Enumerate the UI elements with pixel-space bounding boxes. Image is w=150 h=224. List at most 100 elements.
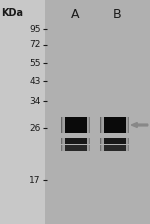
Bar [87, 146, 89, 151]
Bar [126, 138, 129, 144]
Bar [102, 146, 104, 151]
Bar [126, 138, 129, 144]
Bar [63, 146, 65, 151]
Bar [103, 138, 104, 144]
Bar [87, 146, 90, 151]
Bar [126, 117, 127, 133]
Bar [101, 146, 104, 151]
Bar [63, 117, 65, 133]
Bar [64, 138, 65, 144]
Bar [126, 138, 127, 144]
Bar [62, 117, 65, 133]
Bar [103, 146, 104, 151]
Text: A: A [71, 8, 79, 21]
Bar [126, 138, 128, 144]
Bar [87, 117, 89, 133]
Bar [64, 146, 65, 151]
Bar [100, 146, 104, 151]
Bar [61, 138, 65, 144]
Bar [103, 117, 104, 133]
Bar [126, 146, 127, 151]
Bar [101, 146, 104, 151]
Bar [87, 117, 90, 133]
Bar [62, 146, 65, 151]
Bar [87, 138, 89, 144]
Bar [62, 117, 65, 133]
Bar [87, 146, 89, 151]
Bar [126, 138, 129, 144]
Bar [87, 146, 90, 151]
Bar [87, 146, 88, 151]
Bar [87, 146, 89, 151]
Bar [102, 138, 104, 144]
Bar [103, 146, 104, 151]
Bar [63, 146, 65, 151]
Bar [87, 138, 88, 144]
Text: 43: 43 [29, 77, 40, 86]
Text: KDa: KDa [2, 8, 24, 18]
Bar [102, 117, 104, 133]
Bar [126, 117, 128, 133]
Bar [45, 0, 150, 224]
Bar [63, 117, 65, 133]
Bar [100, 117, 104, 133]
Text: 95: 95 [29, 25, 40, 34]
Bar [61, 146, 65, 151]
Bar [87, 117, 90, 133]
Bar [102, 146, 104, 151]
Bar [102, 117, 104, 133]
Bar [101, 117, 104, 133]
Bar [126, 138, 128, 144]
Bar [87, 117, 88, 133]
Bar [103, 146, 104, 151]
Bar [126, 146, 127, 151]
Bar [101, 138, 104, 144]
Bar [87, 138, 89, 144]
Bar [103, 117, 104, 133]
Bar [126, 117, 127, 133]
Bar [62, 138, 65, 144]
Bar [63, 138, 65, 144]
Text: 26: 26 [29, 124, 40, 133]
Bar [64, 146, 65, 151]
Bar [64, 138, 65, 144]
Bar [87, 117, 89, 133]
Bar [126, 138, 127, 144]
Bar [126, 146, 128, 151]
Text: B: B [113, 8, 121, 21]
Bar [61, 138, 90, 144]
Bar [103, 117, 104, 133]
Bar [87, 138, 90, 144]
Bar [126, 146, 127, 151]
Bar [62, 146, 65, 151]
Bar [100, 146, 129, 151]
Bar [102, 146, 104, 151]
Bar [61, 117, 65, 133]
FancyArrow shape [131, 123, 148, 127]
Bar [126, 146, 129, 151]
Text: 72: 72 [29, 40, 40, 49]
Bar [101, 146, 104, 151]
Bar [64, 117, 65, 133]
Bar [87, 138, 90, 144]
Bar [126, 117, 127, 133]
Bar [103, 138, 104, 144]
Bar [126, 146, 129, 151]
Bar [100, 117, 104, 133]
Bar [101, 138, 104, 144]
Bar [87, 146, 88, 151]
Bar [87, 138, 89, 144]
Bar [101, 138, 104, 144]
Bar [61, 146, 90, 151]
Bar [64, 146, 65, 151]
Bar [102, 146, 104, 151]
Bar [87, 146, 90, 151]
Bar [63, 117, 65, 133]
Bar [87, 138, 90, 144]
Bar [126, 117, 129, 133]
Bar [102, 138, 104, 144]
Bar [64, 117, 65, 133]
Text: 34: 34 [29, 97, 40, 106]
Bar [62, 138, 65, 144]
Bar [63, 146, 65, 151]
